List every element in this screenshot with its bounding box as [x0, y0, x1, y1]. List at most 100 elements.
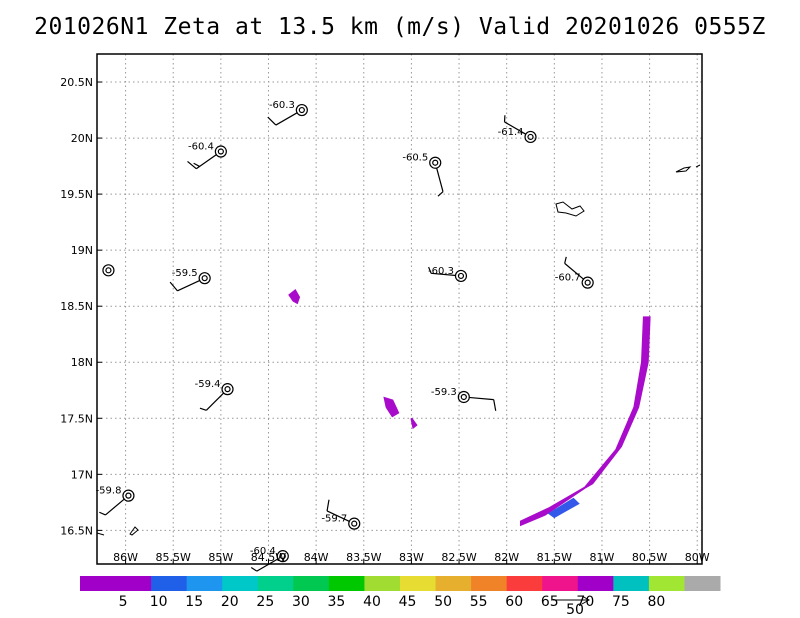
- wind-barb-half: [437, 191, 444, 197]
- tick-label-x: 84.5W: [251, 551, 286, 564]
- wind-barb-staff: [504, 121, 527, 135]
- tick-label-y: 19.5N: [60, 188, 93, 201]
- tick-label-x: 80W: [685, 551, 710, 564]
- wind-barb-staff: [256, 558, 279, 572]
- colorbar-swatch: [400, 576, 437, 591]
- colorbar-swatch: [115, 576, 152, 591]
- reference-vector-label: 50: [566, 602, 584, 618]
- gridlines: [97, 54, 702, 564]
- station: -60.3: [428, 266, 468, 283]
- reference-vector: 50: [553, 595, 591, 618]
- station-ring: [524, 130, 537, 144]
- wind-barb-staff: [431, 272, 457, 277]
- zeta-blob: [410, 417, 418, 430]
- wind-barb-full: [493, 399, 497, 411]
- tick-label-y: 17.5N: [60, 412, 93, 425]
- tick-label-y: 18N: [71, 356, 93, 369]
- wind-barb-full: [267, 116, 277, 126]
- station-dot: [527, 133, 534, 141]
- tick-label-y: 18.5N: [60, 300, 93, 313]
- wind-barb-half: [99, 511, 106, 516]
- station-value: -60.4: [188, 142, 214, 153]
- plot-frame: [96, 53, 703, 565]
- colorbar-label: 75: [612, 594, 630, 610]
- station-plots: -60.3 -60.4 -60.5 -61.4 -59.5 -60.3 -60.7 -59.4…: [96, 100, 594, 572]
- colorbar-swatch: [364, 576, 401, 591]
- colorbar-swatch: [257, 576, 294, 591]
- tick-label-y: 20N: [71, 132, 93, 145]
- station-ring: [214, 145, 227, 158]
- station-ring: [198, 272, 211, 285]
- wind-barb-staff: [564, 262, 585, 280]
- station-ring: [276, 550, 289, 563]
- station: -61.4: [498, 115, 537, 144]
- colorbar-swatch: [293, 576, 330, 591]
- zeta-shading: [288, 288, 651, 527]
- wind-barb-half: [428, 266, 432, 274]
- station-dot: [105, 267, 112, 274]
- tick-label-x: 83.5W: [346, 551, 381, 564]
- station-dot: [201, 275, 208, 282]
- station-value: -59.4: [195, 379, 221, 390]
- station-ring: [221, 383, 234, 396]
- axis-ticks: 86W 85.5W 85W 84.5W 84W 83.5W 83W 82.5W 82W 81.5W…: [60, 76, 710, 564]
- reference-arrowhead: [581, 595, 591, 605]
- station: -60.7: [555, 256, 594, 289]
- station-value: -59.8: [96, 486, 122, 497]
- colorbar-swatch: [613, 576, 650, 591]
- tick-label-y: 20.5N: [60, 76, 93, 89]
- coast-cuba: [675, 164, 701, 173]
- colorbar-label: 50: [434, 594, 452, 610]
- station-ring: [581, 276, 594, 289]
- wind-barb-staff: [326, 510, 350, 523]
- coast-honduras-edge: [96, 532, 105, 536]
- station: -59.3: [431, 387, 497, 411]
- zeta-blob: [520, 316, 651, 527]
- colorbar-label: 10: [150, 594, 168, 610]
- colorbar-label: 30: [292, 594, 310, 610]
- colorbar-swatch: [506, 576, 543, 591]
- wind-barb-half: [193, 162, 200, 167]
- station-dot: [217, 148, 224, 155]
- wind-barb-staff: [177, 279, 201, 292]
- colorbar-label: 20: [221, 594, 239, 610]
- station-value: -60.4: [250, 546, 276, 557]
- tick-label-x: 85W: [208, 551, 233, 564]
- station: -60.4: [187, 142, 227, 170]
- wind-barb-full: [187, 160, 197, 170]
- station: -60.5: [402, 153, 444, 197]
- zeta-blob: [547, 497, 580, 519]
- station-dot: [351, 520, 358, 527]
- wind-barb-staff: [195, 153, 218, 170]
- colorbar-label: 25: [256, 594, 274, 610]
- station-dot: [584, 279, 591, 286]
- station-value: -60.3: [428, 266, 454, 277]
- colorbar-swatch: [577, 576, 614, 591]
- station-dot: [457, 272, 465, 280]
- station-dot: [432, 159, 439, 166]
- zeta-blob: [383, 396, 400, 418]
- colorbar-label: 55: [470, 594, 488, 610]
- wind-barb-half: [250, 566, 258, 572]
- colorbar-swatch: [151, 576, 188, 591]
- tick-label-x: 83W: [399, 551, 424, 564]
- wind-barb-staff: [205, 392, 225, 411]
- station-ring: [429, 156, 442, 169]
- station-dot: [460, 393, 467, 401]
- tick-label-x: 80.5W: [632, 551, 667, 564]
- chart-title: 201026N1 Zeta at 13.5 km (m/s) Valid 202…: [34, 14, 766, 40]
- colorbar-label: 15: [185, 594, 203, 610]
- colorbar-label: 5: [119, 594, 128, 610]
- coast-honduras-islet: [129, 526, 139, 536]
- coast-cayman-brac: [555, 201, 585, 217]
- station: -60.3: [267, 100, 308, 126]
- colorbar-swatch: [80, 576, 117, 591]
- station-dot: [224, 386, 231, 393]
- colorbar-swatch: [222, 576, 259, 591]
- station-ring: [295, 103, 308, 117]
- colorbar-swatch: [186, 576, 223, 591]
- colorbar-swatch: [542, 576, 579, 591]
- tick-label-x: 81.5W: [537, 551, 572, 564]
